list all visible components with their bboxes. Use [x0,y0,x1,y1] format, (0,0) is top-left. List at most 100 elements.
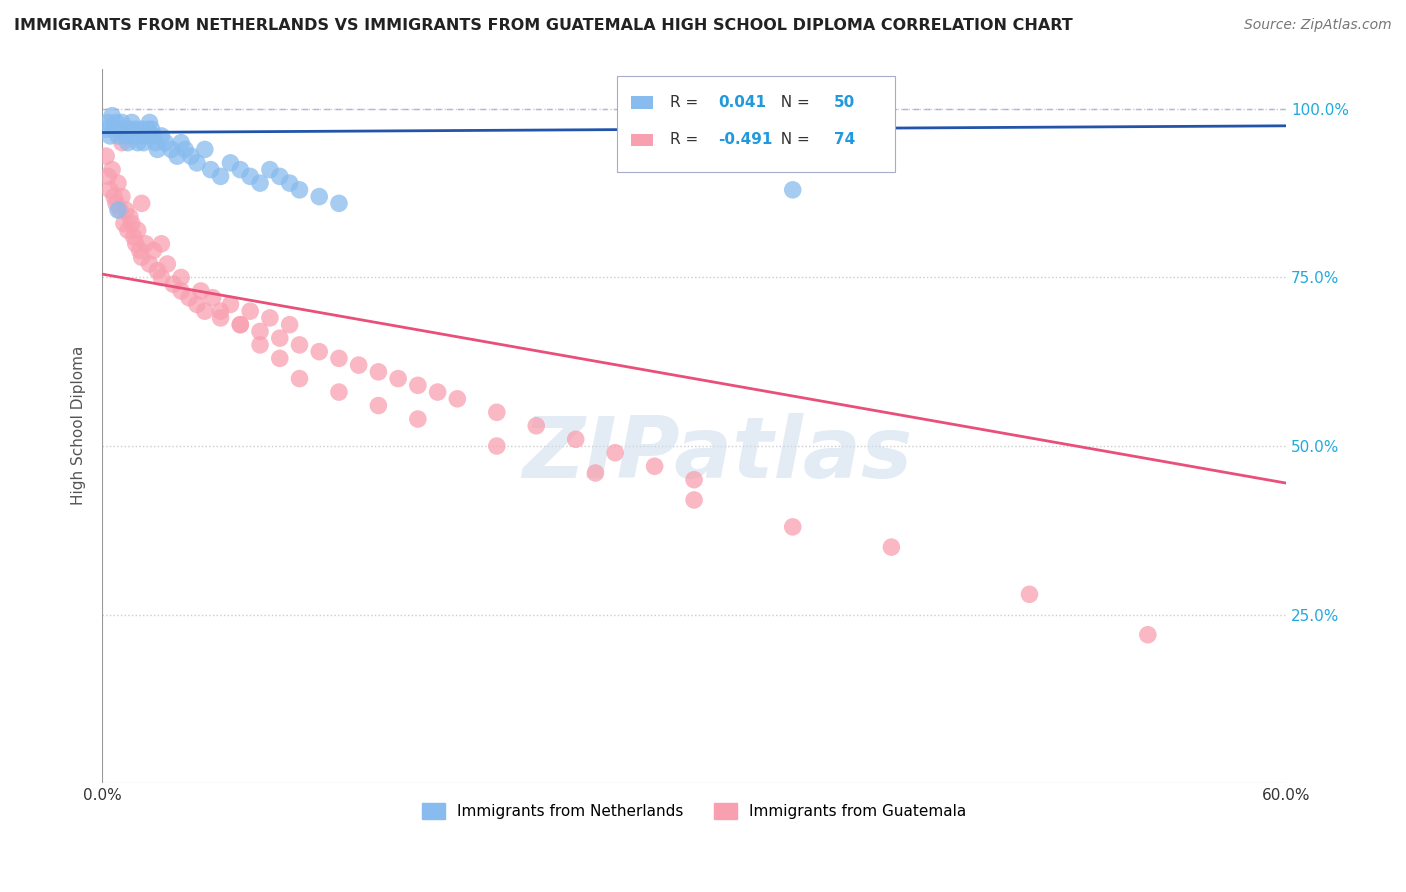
Point [138,115,160,129]
Point [269,169,291,184]
Text: N =: N = [770,133,814,147]
Point [118,122,141,136]
Text: Source: ZipAtlas.com: Source: ZipAtlas.com [1244,18,1392,32]
Point [142,244,165,258]
Point [278,176,301,190]
Point [136,122,159,136]
Point [406,378,429,392]
Point [190,284,212,298]
Point [128,244,150,258]
Point [135,236,157,251]
Point [122,128,145,143]
Point [194,304,217,318]
Point [132,136,155,150]
Point [117,136,139,150]
Point [347,358,370,372]
Point [259,310,281,325]
Point [156,257,179,271]
Point [111,136,134,150]
Point [127,136,149,150]
Point [160,142,183,156]
Point [186,297,208,311]
Point [446,392,468,406]
Point [121,115,143,129]
Point [564,432,586,446]
Point [101,109,124,123]
Text: -0.491: -0.491 [717,133,772,147]
Point [367,365,389,379]
Point [186,156,208,170]
Point [115,203,138,218]
Point [142,128,165,143]
Point [485,439,508,453]
Point [644,459,666,474]
Point [1136,628,1159,642]
Point [782,183,804,197]
Point [117,223,139,237]
Point [118,210,141,224]
Point [108,203,131,218]
Point [155,136,177,150]
Point [145,136,167,150]
Point [288,371,311,385]
Text: R =: R = [671,133,703,147]
Point [683,473,706,487]
Point [605,446,627,460]
Point [239,304,262,318]
Point [308,344,330,359]
Point [219,156,242,170]
Point [128,128,150,143]
Text: 50: 50 [834,95,855,111]
Point [122,230,145,244]
Point [97,115,120,129]
Point [782,520,804,534]
Point [101,162,124,177]
Point [201,291,224,305]
Point [131,122,153,136]
Point [121,217,143,231]
Point [97,169,120,184]
Point [125,236,148,251]
Point [209,169,232,184]
Point [524,418,547,433]
Text: N =: N = [770,95,814,111]
Point [249,176,271,190]
Point [269,331,291,345]
Point [683,492,706,507]
Point [115,128,138,143]
Point [162,277,184,292]
FancyBboxPatch shape [631,96,652,109]
Point [98,183,121,197]
Point [288,338,311,352]
Point [219,297,242,311]
Point [108,122,131,136]
Point [229,318,252,332]
Point [249,325,271,339]
Point [166,149,188,163]
Legend: Immigrants from Netherlands, Immigrants from Guatemala: Immigrants from Netherlands, Immigrants … [416,797,973,825]
Point [229,318,252,332]
Point [131,250,153,264]
Point [367,399,389,413]
Point [170,136,193,150]
Point [426,385,449,400]
FancyBboxPatch shape [631,134,652,146]
Point [150,270,173,285]
Point [127,223,149,237]
Point [170,270,193,285]
Point [141,122,163,136]
Point [135,128,157,143]
Point [328,385,350,400]
Point [96,149,118,163]
Point [583,466,606,480]
Point [125,122,148,136]
Point [98,128,121,143]
Point [288,183,311,197]
Point [150,128,173,143]
Point [103,189,125,203]
Point [150,236,173,251]
Text: IMMIGRANTS FROM NETHERLANDS VS IMMIGRANTS FROM GUATEMALA HIGH SCHOOL DIPLOMA COR: IMMIGRANTS FROM NETHERLANDS VS IMMIGRANT… [14,18,1073,33]
Point [105,115,128,129]
Point [880,540,903,554]
Point [249,338,271,352]
